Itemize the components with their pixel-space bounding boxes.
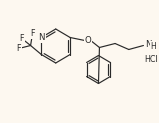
Text: H: H [150,42,156,51]
Text: O: O [84,36,91,45]
Text: F: F [20,34,24,43]
Text: F: F [30,29,35,38]
Text: N: N [145,40,152,49]
Text: HCl: HCl [144,55,158,64]
Text: N: N [39,33,45,43]
Text: F: F [17,44,21,53]
